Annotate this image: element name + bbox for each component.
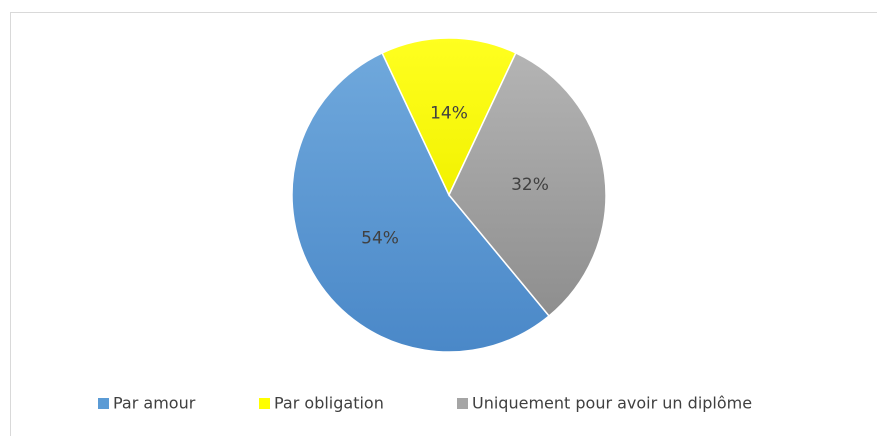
legend-label: Par amour xyxy=(113,394,196,413)
legend-label: Uniquement pour avoir un diplôme xyxy=(472,394,752,413)
pie-slice xyxy=(291,51,551,353)
pie-slice xyxy=(381,37,517,197)
data-label: 14% xyxy=(430,103,468,123)
legend-swatch xyxy=(98,398,109,409)
pie-slice xyxy=(448,51,607,318)
legend-swatch xyxy=(457,398,468,409)
legend-label: Par obligation xyxy=(274,394,384,413)
legend-swatch xyxy=(259,398,270,409)
data-label: 54% xyxy=(361,229,399,249)
data-label: 32% xyxy=(511,175,549,195)
